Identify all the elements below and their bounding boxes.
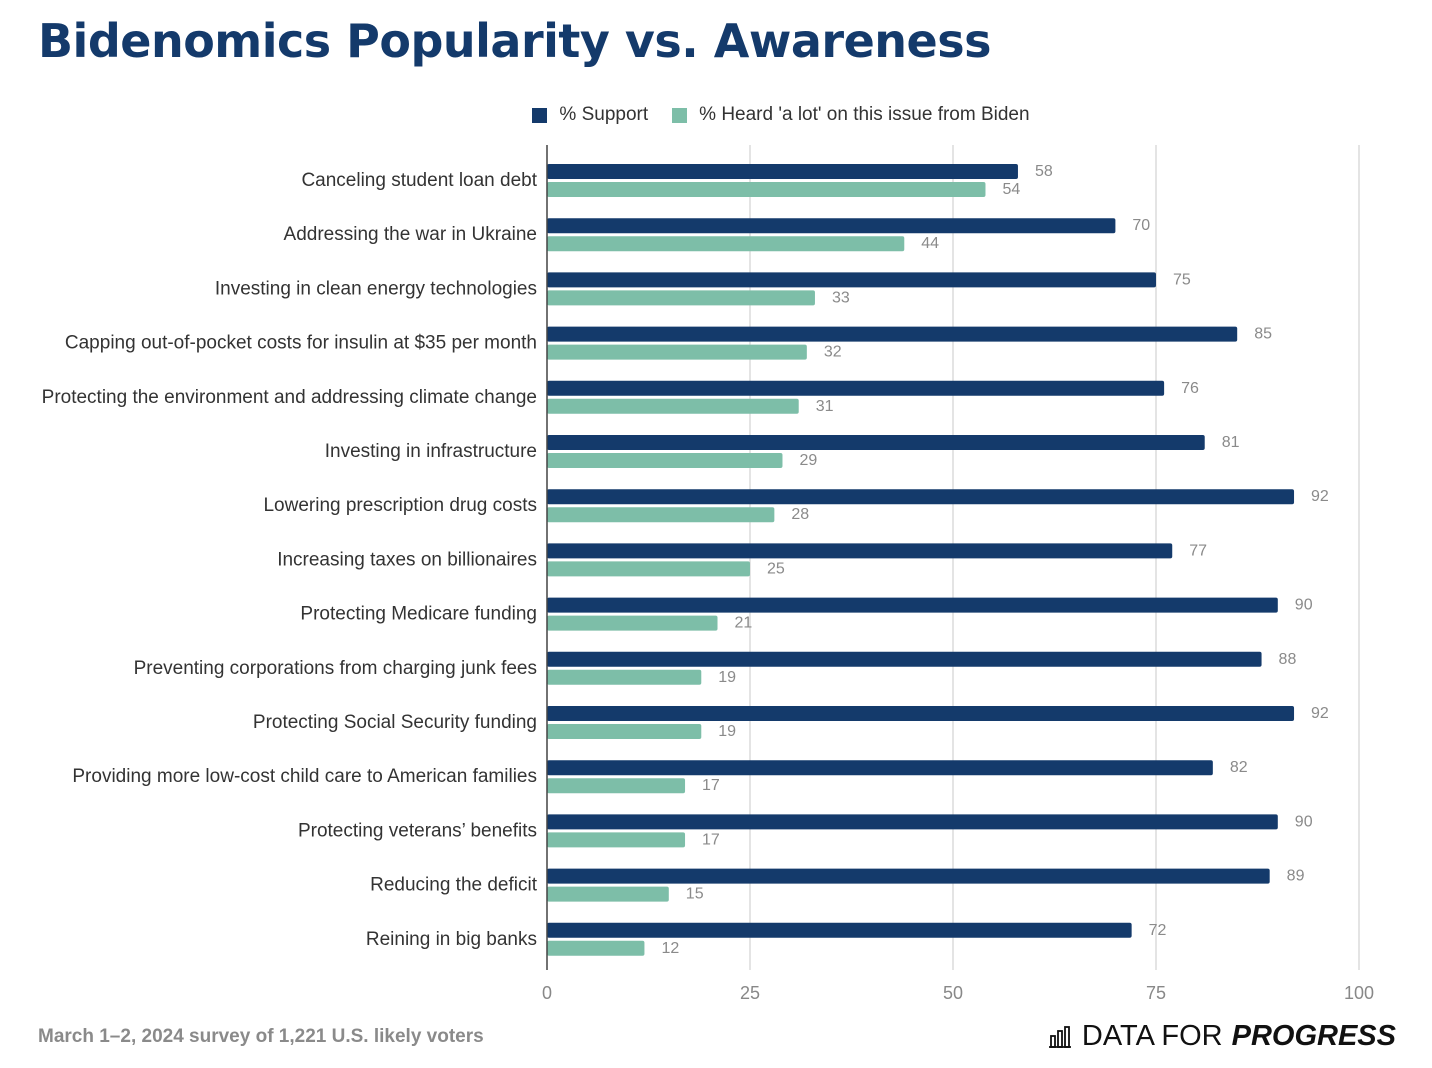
- support-bar: [547, 272, 1156, 288]
- category-label: Investing in clean energy technologies: [215, 278, 537, 299]
- data-label: 92: [1311, 488, 1329, 505]
- data-label: 29: [799, 452, 817, 469]
- heard-bar: [547, 398, 799, 414]
- heard-bar: [547, 453, 783, 468]
- category-label: Protecting Social Security funding: [253, 712, 537, 733]
- support-bar: [547, 814, 1278, 830]
- x-tick-label: 100: [1344, 983, 1374, 1003]
- heard-bar: [547, 182, 986, 197]
- category-label: Capping out-of-pocket costs for insulin …: [65, 333, 537, 354]
- support-bar: [547, 597, 1278, 613]
- data-label: 90: [1295, 597, 1313, 614]
- data-label: 12: [661, 940, 679, 957]
- data-label: 17: [702, 831, 720, 848]
- data-label: 77: [1189, 542, 1207, 559]
- data-label: 19: [718, 669, 736, 686]
- category-label: Reining in big banks: [366, 929, 537, 950]
- data-label: 44: [921, 235, 939, 252]
- heard-bar: [547, 290, 815, 306]
- x-tick-label: 75: [1146, 983, 1166, 1003]
- data-label: 21: [735, 615, 753, 632]
- data-label: 89: [1287, 868, 1305, 885]
- data-label: 82: [1230, 759, 1248, 776]
- heard-bar: [547, 778, 686, 794]
- heard-bar: [547, 344, 807, 360]
- data-label: 72: [1149, 922, 1167, 939]
- data-label: 32: [824, 344, 842, 361]
- legend-item-support: % Support: [532, 104, 648, 126]
- heard-bar: [547, 615, 718, 631]
- legend-label-heard: % Heard 'a lot' on this issue from Biden: [699, 104, 1030, 125]
- support-bar: [547, 543, 1173, 559]
- category-label: Reducing the deficit: [370, 875, 538, 896]
- support-bar: [547, 164, 1018, 179]
- category-label: Addressing the war in Ukraine: [284, 224, 537, 245]
- support-bar: [547, 489, 1295, 505]
- data-label: 17: [702, 777, 720, 794]
- category-label: Increasing taxes on billionaires: [277, 549, 537, 570]
- bar-chart-icon: [1048, 1025, 1071, 1048]
- legend-swatch-support: [532, 107, 548, 123]
- data-label: 15: [686, 886, 704, 903]
- chart-legend: % Support % Heard 'a lot' on this issue …: [0, 104, 1432, 126]
- category-label: Canceling student loan debt: [301, 170, 537, 191]
- data-label: 28: [791, 506, 809, 523]
- category-label: Investing in infrastructure: [325, 441, 537, 462]
- support-bar: [547, 435, 1205, 450]
- support-bar: [547, 326, 1238, 342]
- support-bar: [547, 922, 1132, 938]
- support-bar: [547, 760, 1213, 776]
- heard-bar: [547, 507, 775, 523]
- support-bar: [547, 651, 1262, 667]
- support-bar: [547, 380, 1165, 396]
- heard-bar: [547, 886, 669, 902]
- heard-bar: [547, 561, 750, 577]
- chart-title: Bidenomics Popularity vs. Awareness: [38, 14, 992, 68]
- x-tick-label: 0: [542, 983, 552, 1003]
- x-tick-label: 25: [740, 983, 760, 1003]
- data-label: 92: [1311, 705, 1329, 722]
- heard-bar: [547, 724, 702, 739]
- legend-label-support: % Support: [559, 104, 649, 125]
- x-tick-label: 50: [943, 983, 963, 1003]
- heard-bar: [547, 669, 702, 685]
- data-label: 33: [832, 289, 850, 306]
- data-label: 31: [816, 398, 834, 415]
- brand-logo: DATA FOR PROGRESS: [1048, 1020, 1396, 1053]
- category-label: Preventing corporations from charging ju…: [134, 658, 537, 679]
- category-label: Lowering prescription drug costs: [263, 495, 537, 516]
- support-bar: [547, 706, 1295, 721]
- category-label: Protecting veterans’ benefits: [298, 820, 537, 841]
- legend-swatch-heard: [672, 107, 688, 123]
- data-label: 90: [1295, 813, 1313, 830]
- legend-item-heard: % Heard 'a lot' on this issue from Biden: [672, 104, 1030, 126]
- data-label: 76: [1181, 380, 1199, 397]
- category-label: Protecting Medicare funding: [300, 604, 537, 625]
- data-label: 70: [1132, 217, 1150, 234]
- heard-bar: [547, 940, 645, 956]
- support-bar: [547, 218, 1116, 234]
- survey-note: March 1–2, 2024 survey of 1,221 U.S. lik…: [38, 1026, 484, 1047]
- heard-bar: [547, 832, 686, 848]
- data-label: 75: [1173, 271, 1191, 288]
- brand-name-light: DATA FOR: [1081, 1020, 1223, 1052]
- data-label: 19: [718, 723, 736, 740]
- data-label: 88: [1279, 651, 1297, 668]
- category-label: Providing more low-cost child care to Am…: [72, 766, 537, 787]
- data-label: 58: [1035, 163, 1053, 180]
- category-label: Protecting the environment and addressin…: [42, 387, 537, 408]
- support-bar: [547, 868, 1270, 884]
- heard-bar: [547, 236, 905, 252]
- data-label: 25: [767, 560, 785, 577]
- brand-name-strong: PROGRESS: [1231, 1020, 1396, 1052]
- data-label: 85: [1254, 326, 1272, 343]
- data-label: 81: [1222, 434, 1240, 451]
- data-label: 54: [1002, 181, 1020, 198]
